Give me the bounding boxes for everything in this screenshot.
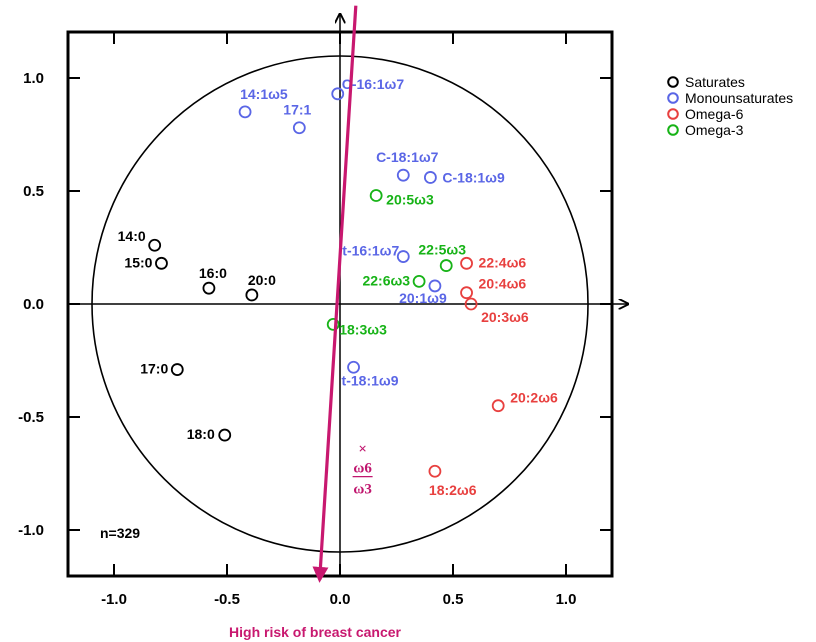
x-tick-label: -1.0	[101, 591, 127, 608]
data-point-label: 20:0	[248, 272, 276, 288]
data-point-marker	[428, 464, 442, 478]
data-point-marker	[170, 363, 184, 376]
data-point-marker	[460, 286, 473, 300]
data-point-marker	[292, 121, 306, 135]
y-tick-label: 0.0	[23, 296, 44, 313]
legend-marker	[667, 76, 679, 88]
risk-arrow	[312, 5, 358, 583]
data-point-marker	[245, 288, 259, 302]
data-point-label: 20:4ω6	[479, 276, 527, 292]
ratio-denominator: ω3	[353, 482, 371, 498]
sample-size-annotation: n=329	[100, 525, 140, 541]
data-point-marker	[423, 171, 437, 184]
data-point-marker	[396, 250, 410, 263]
ratio-marker: × ω6 ω3	[352, 442, 373, 498]
data-point-label: 20:3ω6	[481, 309, 529, 325]
x-tick-labels: -1.0 -0.5 0.0 0.5 1.0	[101, 591, 576, 608]
data-point-label: 14:1ω5	[240, 86, 288, 102]
data-point-marker	[202, 281, 216, 295]
data-point-marker	[439, 259, 453, 272]
data-point-label: C-18:1ω7	[376, 149, 439, 165]
data-point-marker	[326, 317, 340, 331]
data-point-label: 18:2ω6	[429, 482, 477, 498]
legend-marker	[667, 108, 679, 120]
data-point-marker	[347, 360, 360, 374]
data-point-label: t-18:1ω9	[342, 372, 399, 388]
legend-entry-label: Monounsaturates	[685, 90, 793, 106]
legend-entry-label: Omega-6	[685, 106, 744, 122]
legend-entry-label: Omega-3	[685, 122, 744, 138]
ratio-x-mark: ×	[358, 442, 367, 458]
data-point-label: 22:5ω3	[418, 242, 466, 258]
x-tick-label: -0.5	[214, 591, 240, 608]
y-tick-label: -1.0	[18, 522, 44, 539]
x-tick-label: 0.0	[330, 591, 351, 608]
data-point-label: 17:0	[140, 361, 168, 377]
data-point-label: 20:1ω9	[399, 290, 447, 306]
data-point-label: 17:1	[283, 102, 311, 118]
x-tick-label: 0.5	[443, 591, 464, 608]
risk-arrow-label: High risk of breast cancer	[229, 624, 402, 640]
ratio-numerator: ω6	[353, 461, 372, 477]
data-points	[148, 87, 505, 478]
data-point-marker	[331, 87, 345, 101]
data-point-label: 22:6ω3	[362, 272, 410, 288]
data-point-marker	[148, 238, 162, 252]
data-point-marker	[460, 256, 473, 270]
data-point-marker	[464, 297, 478, 311]
legend-marker	[667, 124, 679, 136]
data-point-marker	[491, 399, 505, 413]
data-point-label: 16:0	[199, 265, 227, 281]
y-tick-label: 0.5	[23, 183, 44, 200]
legend-entry-label: Saturates	[685, 74, 745, 90]
data-point-label: 18:0	[187, 426, 215, 442]
legend-marker	[667, 92, 679, 104]
x-tick-label: 1.0	[556, 591, 577, 608]
data-point-marker	[412, 274, 426, 288]
data-point-label: 20:2ω6	[510, 390, 558, 406]
data-point-label: 20:5ω3	[386, 192, 434, 208]
data-point-label: 18:3ω3	[339, 321, 387, 337]
data-point-marker	[238, 105, 252, 119]
data-point-label: t-16:1ω7	[342, 243, 399, 259]
data-point-label: C-18:1ω9	[442, 169, 505, 185]
data-point-label: C-16:1ω7	[342, 76, 405, 92]
data-point-marker	[369, 189, 383, 202]
data-point-marker	[218, 428, 232, 442]
y-tick-label: 1.0	[23, 70, 44, 87]
y-tick-labels: 1.0 0.5 0.0 -0.5 -1.0	[18, 70, 44, 539]
data-point-marker	[155, 256, 168, 270]
point-labels: 14:0 15:0 16:0 20:0 17:0 18:0 C-16:1ω7 14:1ω517…	[118, 76, 558, 498]
data-point-label: 22:4ω6	[479, 254, 527, 270]
y-tick-label: -0.5	[18, 409, 44, 426]
data-point-marker	[428, 279, 442, 293]
data-point-marker	[396, 168, 410, 182]
data-point-label: 15:0	[124, 254, 152, 270]
data-point-label: 14:0	[118, 228, 146, 244]
